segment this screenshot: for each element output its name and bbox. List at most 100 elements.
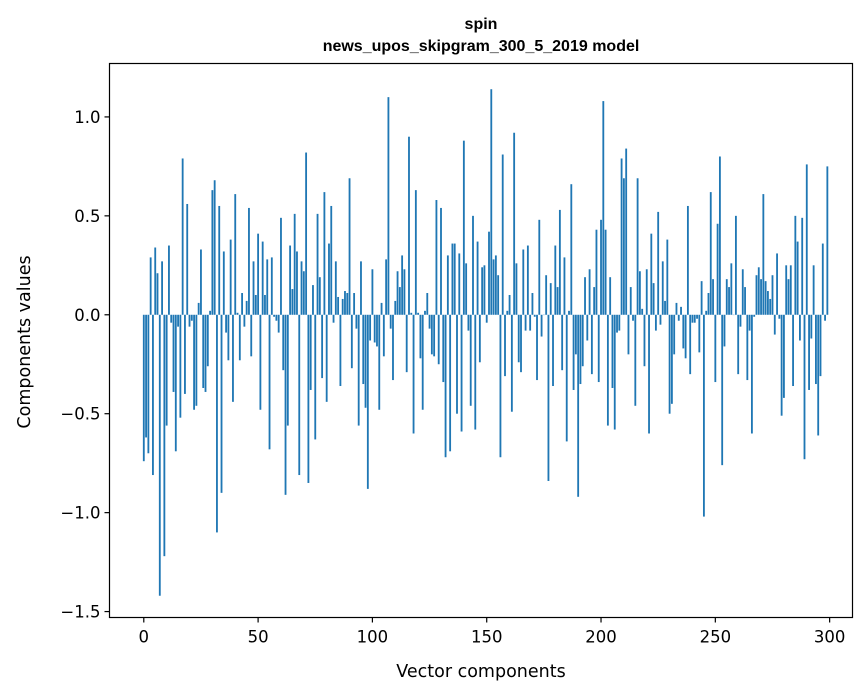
bar-221 [648,314,650,434]
bar-122 [421,314,424,410]
bar-31 [213,180,216,315]
bar-250 [714,314,717,383]
bar-64 [289,245,292,315]
bar-164 [517,314,520,363]
bar-29 [209,310,212,315]
bar-262 [741,269,744,315]
bar-266 [750,314,753,434]
bar-217 [638,271,641,315]
bar-193 [584,277,586,315]
bar-94 [357,314,360,426]
bar-202 [604,229,607,315]
bar-241 [693,314,696,323]
bar-2 [147,314,150,454]
x-axis-ticks: 0 50 100 150 200 250 300 [139,617,845,647]
bar-286 [796,241,799,315]
bar-168 [526,245,529,315]
bar-10 [165,314,168,426]
bar-273 [767,291,769,315]
y-tick-label: 1.0 [74,108,100,127]
bar-227 [661,261,664,315]
bar-263 [744,287,746,315]
bar-127 [433,314,436,357]
bar-218 [641,308,644,315]
bar-156 [499,314,502,458]
bar-44 [243,314,246,327]
bar-46 [248,207,250,315]
bar-24 [197,302,200,315]
bar-231 [670,314,673,404]
bar-240 [691,314,694,323]
bar-166 [522,249,525,315]
bar-54 [266,259,269,315]
bar-213 [629,287,632,315]
bar-237 [684,314,687,359]
bar-274 [769,298,772,315]
bar-78 [321,314,324,379]
bar-268 [755,275,758,315]
bar-223 [652,283,655,315]
bar-136 [453,243,456,315]
bar-183 [561,314,564,371]
bar-4 [152,314,154,476]
bar-228 [664,300,666,315]
bar-20 [188,314,191,327]
bar-243 [698,314,701,353]
bar-101 [373,314,376,343]
bar-36 [225,314,228,333]
bar-190 [577,314,580,497]
bar-49 [254,294,257,315]
bar-69 [300,261,303,315]
bar-147 [478,314,481,363]
bar-187 [570,184,573,315]
bar-196 [590,314,593,375]
bar-135 [451,243,454,315]
bar-232 [673,314,676,355]
bar-65 [291,289,294,315]
bar-118 [412,314,415,434]
bar-12 [170,314,173,323]
bar-205 [611,314,614,388]
x-axis-label: Vector components [396,662,565,682]
bar-42 [238,314,241,361]
bar-59 [277,314,280,333]
bar-253 [721,314,724,466]
bar-26 [202,314,205,388]
bar-178 [549,283,552,315]
bar-141 [465,263,468,315]
bar-201 [602,101,605,315]
bar-162 [513,132,516,315]
bar-79 [323,192,326,315]
bar-45 [245,300,248,315]
chart-title: spin [465,16,498,33]
bar-229 [666,239,669,315]
bar-248 [709,192,712,315]
bar-51 [259,314,262,410]
bar-180 [554,245,557,315]
bar-128 [435,200,438,315]
bar-143 [469,314,472,406]
bar-297 [821,243,824,315]
bar-172 [536,314,538,381]
bar-294 [815,314,817,385]
bar-256 [728,287,730,315]
bar-264 [746,314,749,381]
bar-154 [494,255,497,315]
bar-133 [446,255,449,315]
bar-15 [177,314,179,327]
bar-114 [403,269,406,315]
bar-245 [702,314,705,517]
bar-261 [739,314,742,327]
bar-271 [762,194,765,315]
bar-52 [261,241,264,315]
bar-200 [600,219,602,315]
y-tick-label: 0.0 [74,306,100,325]
bar-209 [620,158,623,315]
bar-91 [350,314,353,369]
bar-225 [657,211,660,315]
bar-192 [581,314,584,367]
bar-123 [424,310,426,315]
bar-281 [785,265,788,315]
bar-159 [506,310,509,315]
bar-214 [632,314,634,321]
